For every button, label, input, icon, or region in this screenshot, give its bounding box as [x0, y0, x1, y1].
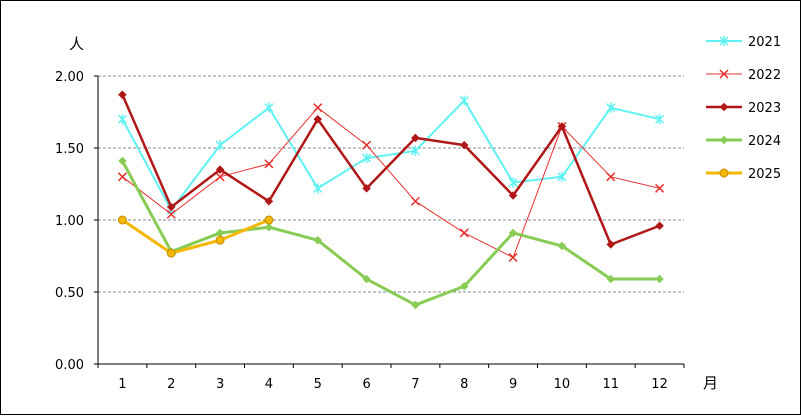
series-2022: [117, 103, 665, 262]
data-point: [508, 177, 518, 188]
data-point: [606, 102, 616, 113]
y-tick-label: 1.50: [55, 142, 84, 157]
data-point: [459, 281, 469, 291]
y-tick-label: 2.00: [55, 70, 84, 85]
x-tick-label: 1: [118, 377, 126, 392]
data-point: [264, 196, 274, 206]
data-point: [606, 172, 616, 182]
data-point: [264, 159, 274, 169]
data-point: [166, 209, 176, 219]
x-tick-label: 2: [167, 377, 175, 392]
y-tick-label: 0.00: [55, 358, 84, 373]
data-point: [166, 248, 176, 258]
data-point: [459, 228, 469, 238]
data-point: [118, 90, 127, 100]
legend: 2021 2022 2023 2024 2025: [706, 35, 781, 182]
data-point: [215, 165, 225, 174]
data-point: [215, 140, 225, 151]
legend-marker: [719, 69, 729, 79]
data-point: [362, 153, 372, 164]
data-point: [557, 171, 567, 182]
series-line: [122, 107, 660, 258]
x-tick-labels: 1 2 3 4 5 6 7 8 9 10 11 12: [97, 364, 685, 392]
series-line: [121, 94, 661, 246]
data-point: [508, 252, 518, 262]
series-line: [121, 99, 660, 211]
data-point: [557, 122, 567, 131]
x-tick-label: 3: [216, 377, 224, 392]
data-point: [508, 228, 518, 238]
data-point: [215, 172, 225, 182]
x-tick-label: 4: [265, 377, 273, 392]
x-unit-label: 月: [703, 374, 718, 392]
data-point: [117, 114, 127, 125]
x-tick-label: 11: [602, 377, 619, 392]
data-point: [264, 102, 274, 113]
series-2023: [118, 90, 664, 249]
data-point: [606, 274, 616, 284]
y-tick-labels: 0.00 0.50 1.00 1.50 2.00: [55, 70, 98, 373]
data-point: [655, 221, 664, 231]
data-point: [313, 114, 323, 124]
data-point: [362, 183, 371, 193]
legend-marker: [719, 135, 729, 145]
data-point: [215, 235, 225, 245]
x-tick-label: 12: [651, 377, 668, 392]
data-point: [362, 274, 371, 284]
gridlines: [98, 75, 684, 293]
data-point: [410, 196, 420, 206]
data-point: [557, 241, 567, 251]
series-2025: [117, 215, 274, 258]
data-point: [264, 222, 274, 232]
data-point: [459, 140, 469, 150]
legend-marker: [719, 36, 729, 46]
data-point: [655, 183, 665, 193]
data-point: [313, 183, 323, 194]
legend-label: 2025: [748, 167, 781, 182]
data-point: [117, 172, 127, 182]
legend-marker: [719, 168, 729, 178]
data-point: [410, 145, 420, 156]
series-2024: [118, 156, 664, 310]
data-point: [118, 156, 127, 166]
x-tick-label: 8: [460, 377, 468, 392]
x-tick-label: 9: [509, 377, 517, 392]
legend-label: 2023: [748, 101, 781, 116]
data-point: [313, 235, 323, 245]
data-point: [117, 215, 127, 225]
legend-label: 2024: [748, 134, 781, 149]
legend-item-2024: 2024: [706, 134, 781, 149]
x-tick-label: 6: [362, 377, 370, 392]
data-point: [655, 114, 665, 125]
legend-item-2022: 2022: [706, 68, 781, 83]
series-line: [121, 160, 660, 307]
y-unit-label: 人: [69, 35, 84, 53]
legend-item-2025: 2025: [706, 167, 781, 182]
data-point: [655, 274, 664, 284]
data-point: [606, 240, 616, 249]
y-tick-label: 1.00: [55, 214, 84, 229]
series-layer: [117, 90, 665, 310]
data-point: [362, 140, 372, 150]
data-point: [166, 202, 176, 212]
series-line: [121, 218, 270, 255]
legend-item-2023: 2023: [706, 101, 781, 116]
data-point: [313, 103, 323, 113]
x-tick-label: 10: [554, 377, 571, 392]
data-point: [411, 300, 420, 310]
legend-marker: [719, 102, 729, 112]
x-tick-label: 7: [411, 377, 419, 392]
data-point: [411, 133, 420, 143]
legend-label: 2022: [748, 68, 781, 83]
legend-item-2021: 2021: [706, 35, 781, 50]
series-2021: [117, 95, 665, 215]
legend-label: 2021: [748, 35, 781, 50]
y-tick-label: 0.50: [55, 286, 84, 301]
data-point: [459, 95, 469, 106]
data-point: [264, 215, 274, 225]
data-point: [508, 191, 518, 200]
x-tick-label: 5: [314, 377, 322, 392]
